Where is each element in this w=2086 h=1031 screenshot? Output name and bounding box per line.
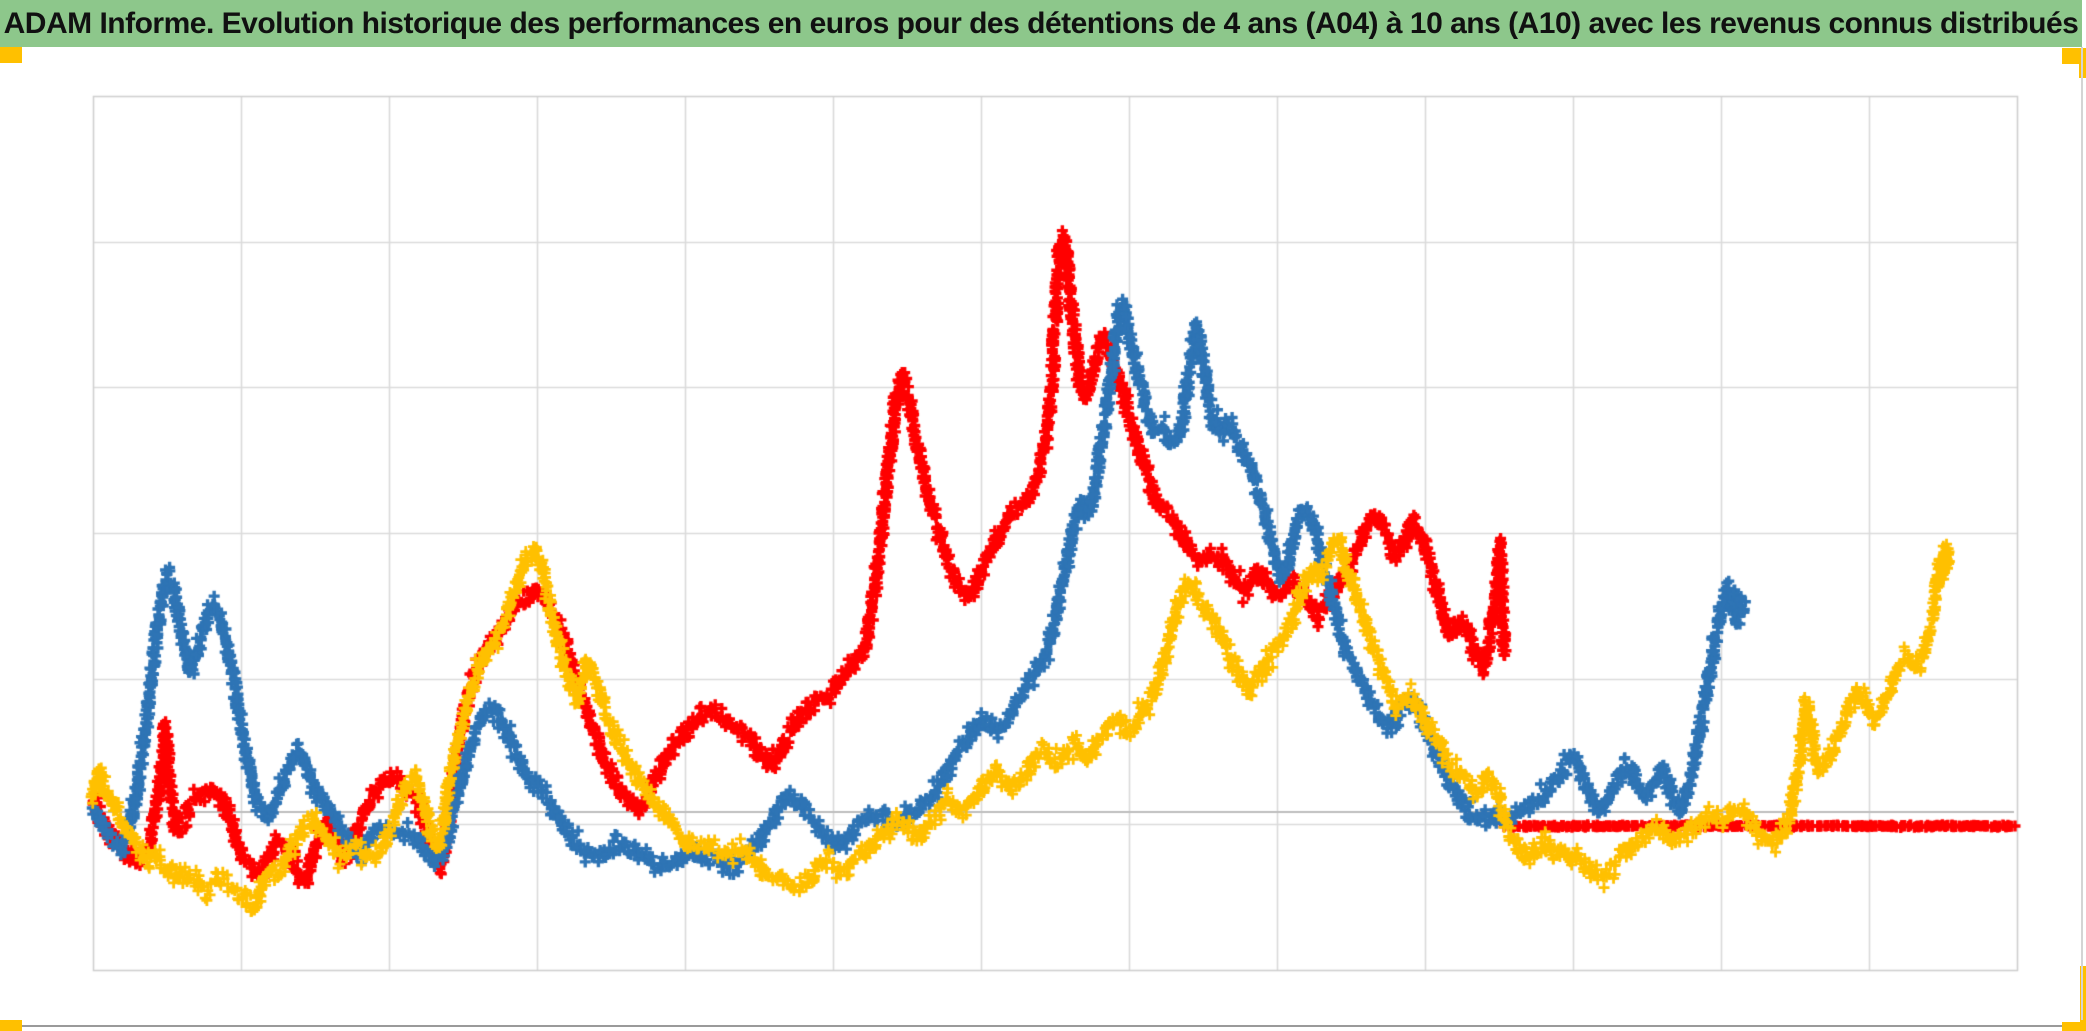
performance-scatter-chart	[0, 0, 2086, 1031]
